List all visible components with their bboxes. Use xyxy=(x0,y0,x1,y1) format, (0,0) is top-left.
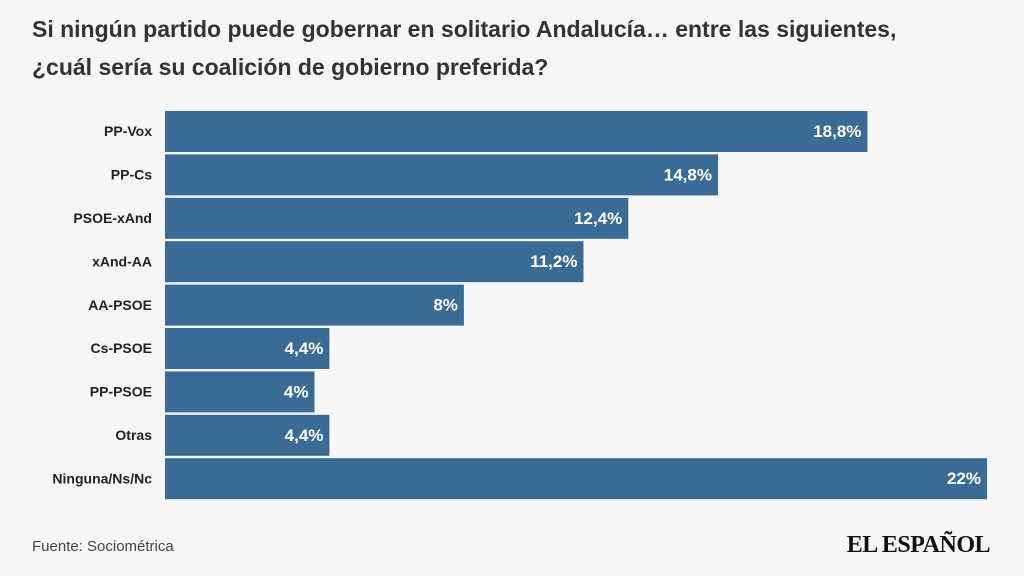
value-label: 8% xyxy=(433,296,458,315)
bar xyxy=(165,111,868,152)
logo: EL ESPAÑOL xyxy=(846,532,991,558)
category-label: PP-Cs xyxy=(111,167,152,183)
category-label: Cs-PSOE xyxy=(91,340,152,356)
value-label: 18,8% xyxy=(813,122,861,141)
value-label: 14,8% xyxy=(664,165,712,184)
bar xyxy=(165,414,330,456)
category-label: Ninguna/Ns/Nc xyxy=(52,470,152,486)
value-label: 12,4% xyxy=(574,209,622,228)
category-label: Otras xyxy=(115,427,152,443)
value-label: 22% xyxy=(947,469,981,488)
value-label: 4,4% xyxy=(285,426,324,445)
value-label: 11,2% xyxy=(530,252,577,271)
category-label: xAnd-AA xyxy=(92,253,152,269)
bar xyxy=(165,154,718,196)
bar xyxy=(165,458,987,500)
value-label: 4% xyxy=(284,382,309,401)
value-label: 4,4% xyxy=(285,339,324,358)
bar xyxy=(165,371,315,413)
source: Fuente: Sociométrica xyxy=(32,538,174,555)
category-label: PSOE-xAnd xyxy=(73,210,152,226)
bar xyxy=(165,197,629,239)
category-label: PP-PSOE xyxy=(90,384,152,400)
bar xyxy=(165,241,584,283)
category-label: AA-PSOE xyxy=(88,297,152,313)
category-label: PP-Vox xyxy=(104,123,152,139)
bar xyxy=(165,328,330,369)
bar xyxy=(165,284,464,326)
chart-title: Si ningún partido puede gobernar en soli… xyxy=(32,16,897,80)
